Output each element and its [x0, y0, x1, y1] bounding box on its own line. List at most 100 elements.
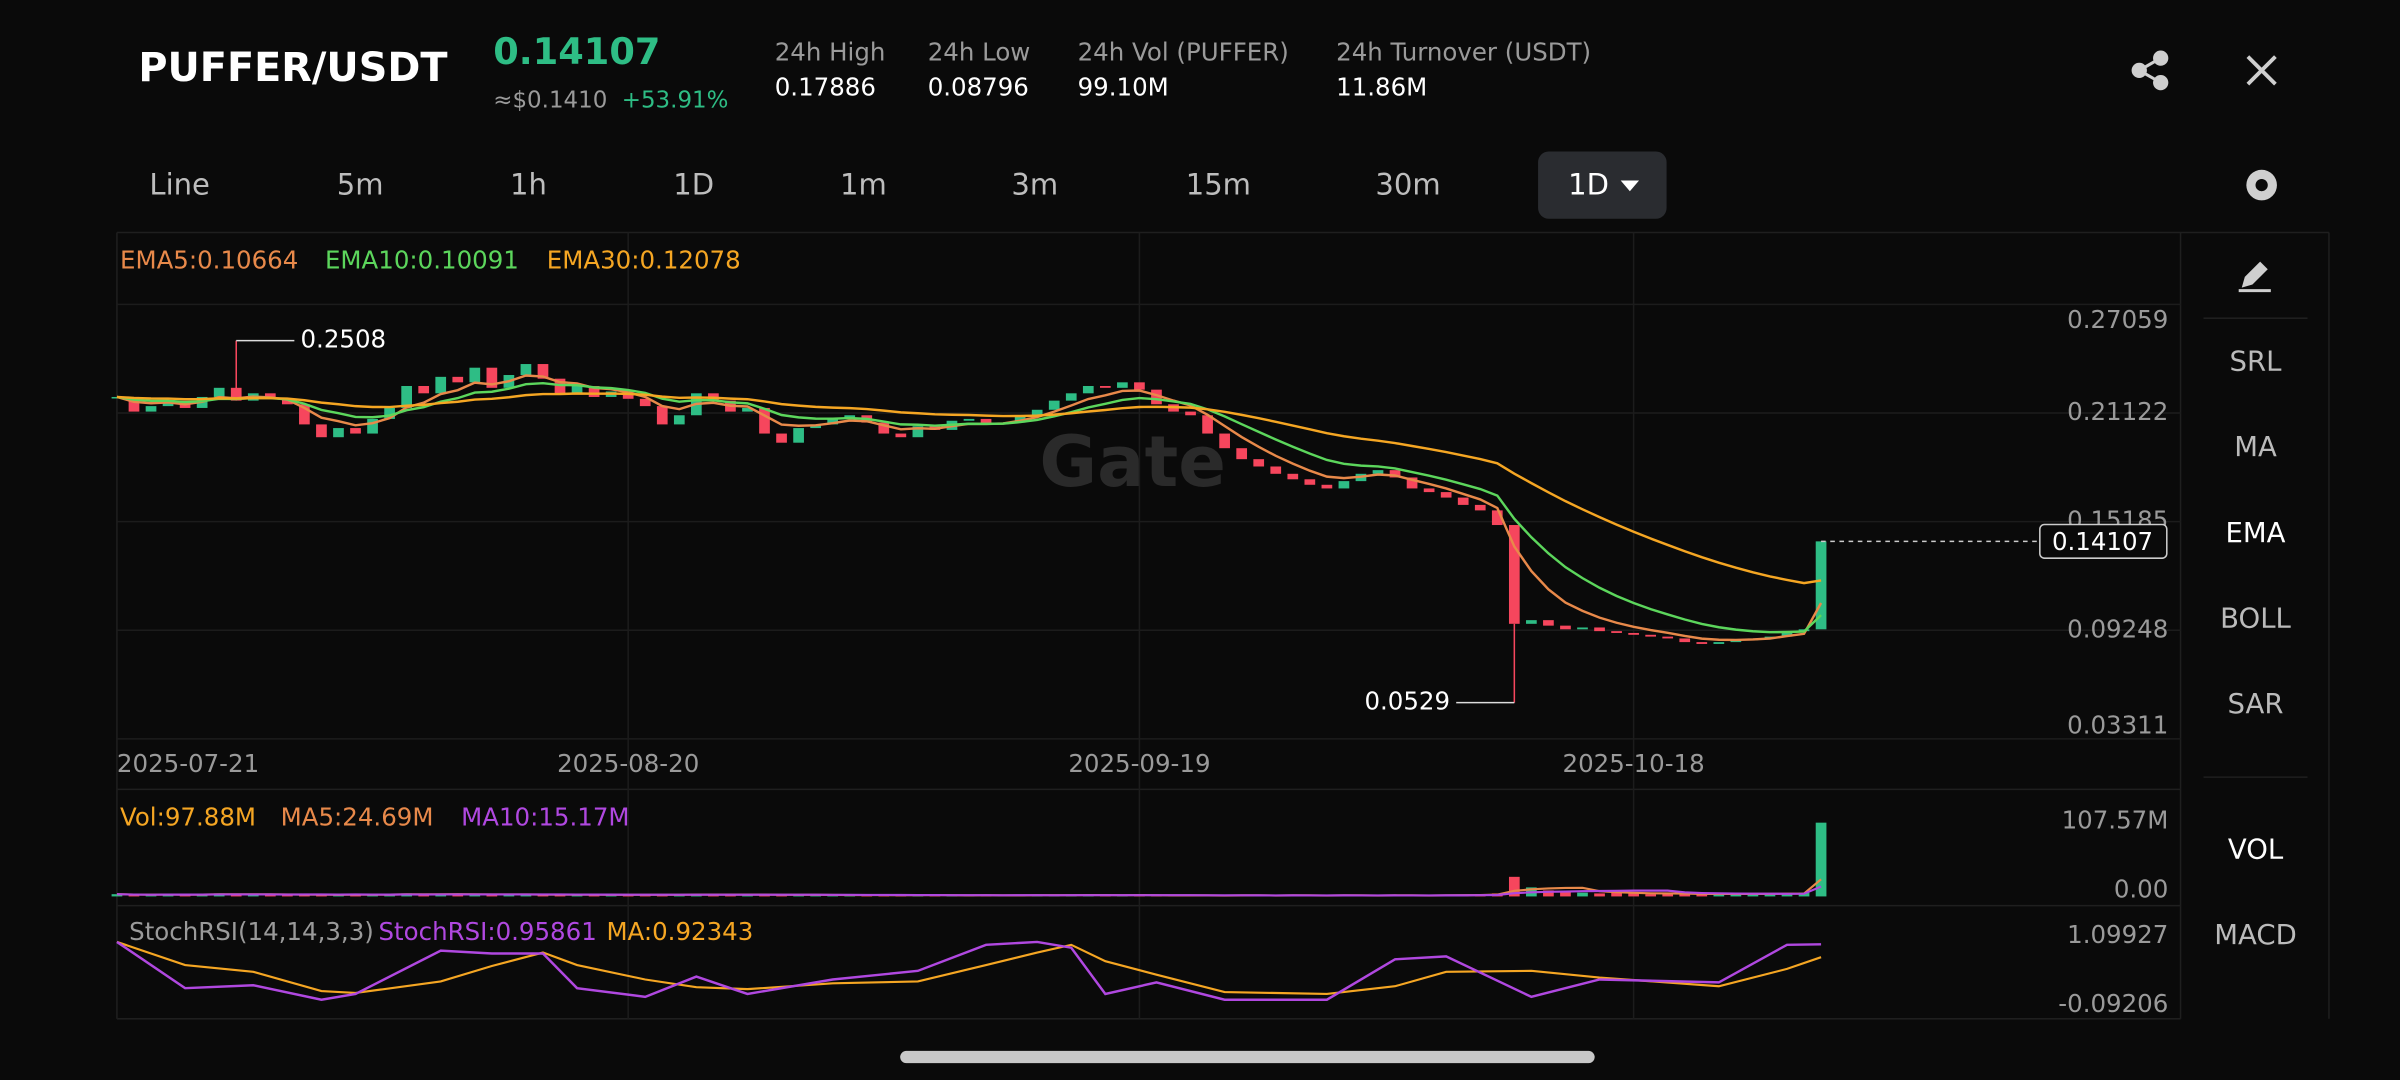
candle: [213, 387, 225, 397]
side-menu-item[interactable]: MACD: [2214, 919, 2296, 951]
candle: [435, 376, 447, 394]
tab[interactable]: 1m: [840, 168, 887, 202]
candle: [299, 404, 310, 425]
side-menu-item[interactable]: VOL: [2228, 834, 2284, 866]
indicator-label: EMA10:0.10091: [325, 246, 519, 275]
candle: [1117, 382, 1128, 388]
y-tick-label: 1.09927: [2067, 920, 2168, 949]
candle: [1662, 636, 1674, 639]
share-icon[interactable]: [2131, 50, 2169, 91]
x-tick-label: 2025-07-21: [117, 749, 259, 778]
candle: [1423, 488, 1435, 493]
candle: [1526, 620, 1537, 624]
y-tick-label: 0.09248: [2067, 614, 2168, 643]
candle: [1219, 433, 1230, 449]
indicator-label: EMA30:0.12078: [547, 246, 741, 275]
side-menu-item[interactable]: SAR: [2228, 688, 2284, 720]
volume-bar: [1696, 894, 1708, 897]
home-indicator: [900, 1050, 1595, 1064]
candle: [1560, 625, 1571, 630]
close-icon[interactable]: [2246, 55, 2277, 86]
usd-price: ≈$0.1410: [493, 87, 607, 113]
price: 0.14107: [493, 30, 660, 73]
candle: [1065, 393, 1077, 401]
volume-bar: [1611, 892, 1622, 897]
watermark: Gate: [1039, 421, 1226, 503]
candle: [1185, 411, 1196, 416]
pencil-icon[interactable]: [2238, 261, 2271, 293]
settings-icon[interactable]: [2246, 169, 2277, 201]
tab[interactable]: 15m: [1186, 168, 1251, 202]
candle: [1440, 492, 1452, 498]
candle: [571, 385, 583, 394]
candle: [1781, 631, 1793, 637]
candle: [1730, 640, 1742, 643]
volume-bar: [418, 894, 430, 897]
side-menu-item[interactable]: BOLL: [2220, 603, 2291, 635]
candle: [1338, 481, 1350, 489]
tab[interactable]: 30m: [1375, 168, 1440, 202]
volume-bar: [282, 894, 293, 897]
dropdown-arrow: [1620, 180, 1640, 192]
volume-bar: [1730, 894, 1742, 897]
candle: [469, 367, 481, 383]
volume-bar: [1645, 894, 1657, 897]
stoch-ma-line: [116, 940, 1822, 996]
candle: [145, 406, 157, 412]
candle: [1491, 510, 1503, 526]
candle: [367, 418, 378, 434]
tab[interactable]: 1h: [510, 168, 547, 202]
candle: [1696, 642, 1708, 644]
tab[interactable]: 1D: [1568, 168, 1609, 202]
stat-value: 11.86M: [1336, 73, 1427, 102]
side-menu-item[interactable]: SRL: [2230, 346, 2283, 378]
candle: [1151, 389, 1162, 405]
candle: [1713, 642, 1725, 644]
side-menu-item[interactable]: MA: [2234, 431, 2277, 463]
volume-ma-line: [116, 885, 1822, 897]
tab[interactable]: 1D: [673, 168, 714, 202]
last-price-label: 0.14107: [2052, 527, 2153, 556]
tab[interactable]: Line: [149, 168, 210, 202]
volume-bar: [264, 894, 276, 897]
tab[interactable]: 3m: [1011, 168, 1058, 202]
candle: [128, 396, 140, 412]
volume-bar: [230, 894, 242, 897]
candle: [963, 418, 975, 421]
volume-bar: [111, 894, 123, 897]
tab[interactable]: 5m: [337, 168, 384, 202]
candle: [1815, 541, 1827, 630]
candle: [1048, 400, 1060, 410]
candle: [316, 424, 327, 438]
x-tick-label: 2025-09-19: [1068, 749, 1210, 778]
stat-label: 24h Vol (PUFFER): [1078, 38, 1289, 67]
candle: [1236, 448, 1248, 460]
candle: [912, 426, 924, 438]
candle: [656, 406, 668, 425]
volume-label: MA10:15.17M: [461, 802, 629, 831]
candle: [384, 407, 395, 419]
candle: [1457, 497, 1469, 505]
pair: PUFFER/USDT: [138, 45, 447, 91]
volume-bar: [1662, 893, 1674, 897]
candle: [230, 387, 242, 401]
candle: [776, 433, 787, 443]
candle: [1304, 479, 1316, 485]
candle: [1014, 415, 1026, 423]
candle: [1645, 634, 1657, 637]
candle: [1202, 415, 1213, 434]
volume-bar: [1628, 893, 1639, 897]
ema-line: [116, 392, 1822, 585]
candle: [1594, 627, 1605, 632]
candle: [1474, 504, 1486, 511]
candle: [418, 385, 430, 394]
candle: [1577, 627, 1588, 630]
x-tick-label: 2025-08-20: [557, 749, 699, 778]
y-tick-label: 0.03311: [2067, 711, 2168, 740]
volume-label: Vol:97.88M: [120, 802, 256, 831]
candle: [588, 385, 600, 397]
candle: [282, 398, 293, 405]
side-menu-item[interactable]: EMA: [2226, 517, 2286, 549]
